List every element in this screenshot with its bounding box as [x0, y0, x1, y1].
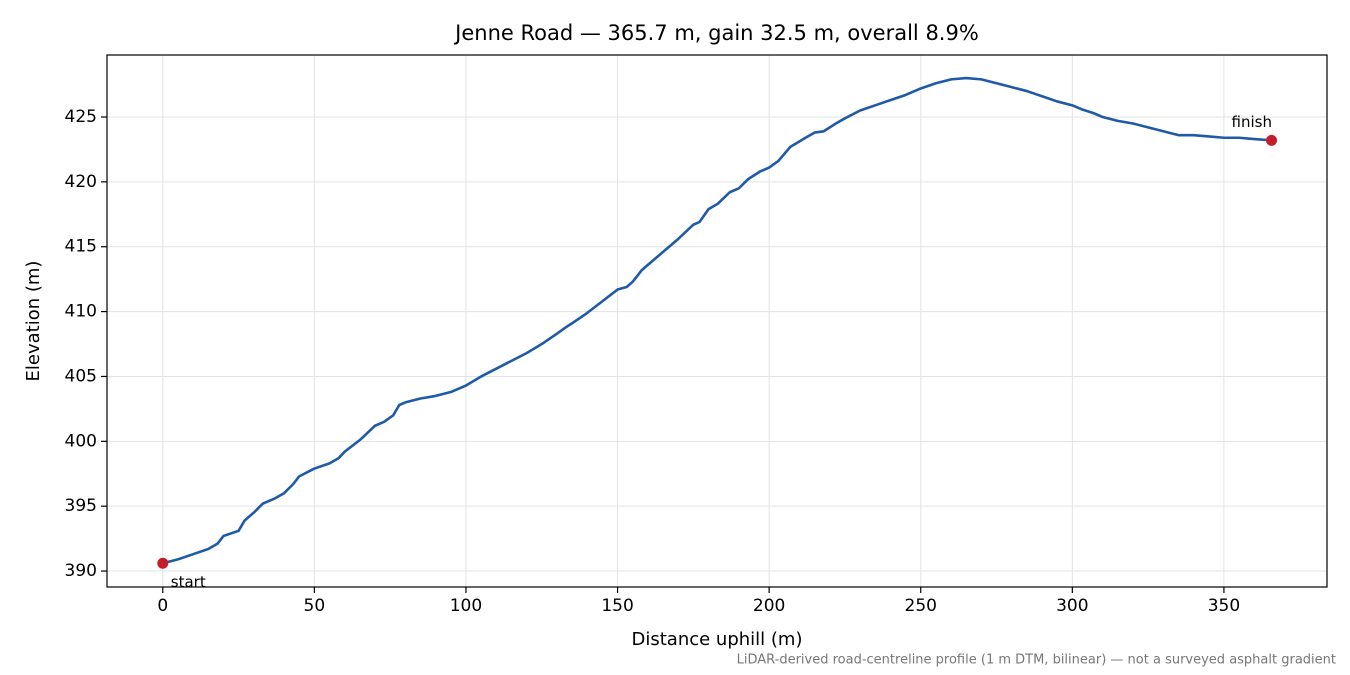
- endpoint-label: finish: [1232, 113, 1272, 131]
- y-tick-label: 420: [65, 172, 97, 192]
- elevation-line: [162, 76, 1272, 565]
- x-tick-label: 0: [157, 596, 168, 616]
- plot-frame: [106, 54, 1328, 588]
- x-tick-label: 250: [905, 596, 937, 616]
- endpoint-marker: [1266, 134, 1278, 146]
- y-tick-label: 395: [65, 496, 97, 516]
- y-tick-label: 415: [65, 237, 97, 257]
- endpoint-label: start: [171, 573, 206, 591]
- endpoint-marker: [157, 557, 169, 569]
- x-tick-label: 150: [601, 596, 633, 616]
- y-tick-label: 410: [65, 302, 97, 322]
- y-tick-label: 400: [65, 431, 97, 451]
- y-axis-label: Elevation (m): [23, 261, 44, 382]
- x-tick-label: 350: [1208, 596, 1240, 616]
- y-tick-label: 425: [65, 107, 97, 127]
- x-axis-label: Distance uphill (m): [632, 629, 803, 650]
- x-tick-label: 300: [1056, 596, 1088, 616]
- x-tick-label: 100: [450, 596, 482, 616]
- x-tick-label: 50: [304, 596, 326, 616]
- chart-title: Jenne Road — 365.7 m, gain 32.5 m, overa…: [453, 21, 979, 45]
- y-tick-label: 390: [65, 561, 97, 581]
- y-tick-label: 405: [65, 366, 97, 386]
- footnote: LiDAR-derived road-centreline profile (1…: [737, 653, 1336, 668]
- x-tick-label: 200: [753, 596, 785, 616]
